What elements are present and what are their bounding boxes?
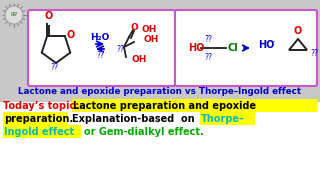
Text: Today’s topic:: Today’s topic:: [3, 101, 79, 111]
Text: OH: OH: [143, 35, 158, 44]
Text: or Gem-dialkyl effect.: or Gem-dialkyl effect.: [84, 127, 204, 137]
Text: Cl: Cl: [227, 43, 238, 53]
Text: preparation.: preparation.: [4, 114, 73, 124]
Text: ??: ??: [204, 35, 212, 44]
Text: ??: ??: [204, 53, 212, 62]
Text: Ingold effect: Ingold effect: [4, 127, 74, 137]
Bar: [72, 99, 317, 112]
Text: HO: HO: [188, 43, 204, 53]
Circle shape: [5, 6, 23, 24]
Text: Explanation-based  on: Explanation-based on: [72, 114, 195, 124]
Text: Lactone and epoxide preparation vs Thorpe–Ingold effect: Lactone and epoxide preparation vs Thorp…: [19, 87, 301, 96]
Text: O: O: [44, 11, 52, 21]
FancyBboxPatch shape: [175, 10, 317, 86]
Text: ??: ??: [310, 48, 318, 57]
Bar: [3, 125, 81, 138]
Text: OH: OH: [141, 24, 156, 33]
Bar: [3, 112, 68, 125]
FancyBboxPatch shape: [28, 10, 175, 86]
Text: ??: ??: [50, 64, 58, 73]
Bar: [200, 112, 255, 125]
Text: O: O: [294, 26, 302, 36]
Bar: [0, 102, 320, 180]
Text: O: O: [67, 30, 75, 40]
Text: HO: HO: [258, 40, 274, 50]
Text: Lactone preparation and epoxide: Lactone preparation and epoxide: [73, 101, 256, 111]
Text: O: O: [130, 22, 138, 32]
Text: gg: gg: [11, 12, 18, 17]
Text: H₂O: H₂O: [90, 33, 110, 42]
Text: ??: ??: [116, 46, 124, 55]
Text: OH: OH: [132, 55, 148, 64]
Text: Thorpe–: Thorpe–: [201, 114, 245, 124]
Text: ??: ??: [96, 51, 104, 60]
Text: ⁻: ⁻: [270, 39, 274, 48]
